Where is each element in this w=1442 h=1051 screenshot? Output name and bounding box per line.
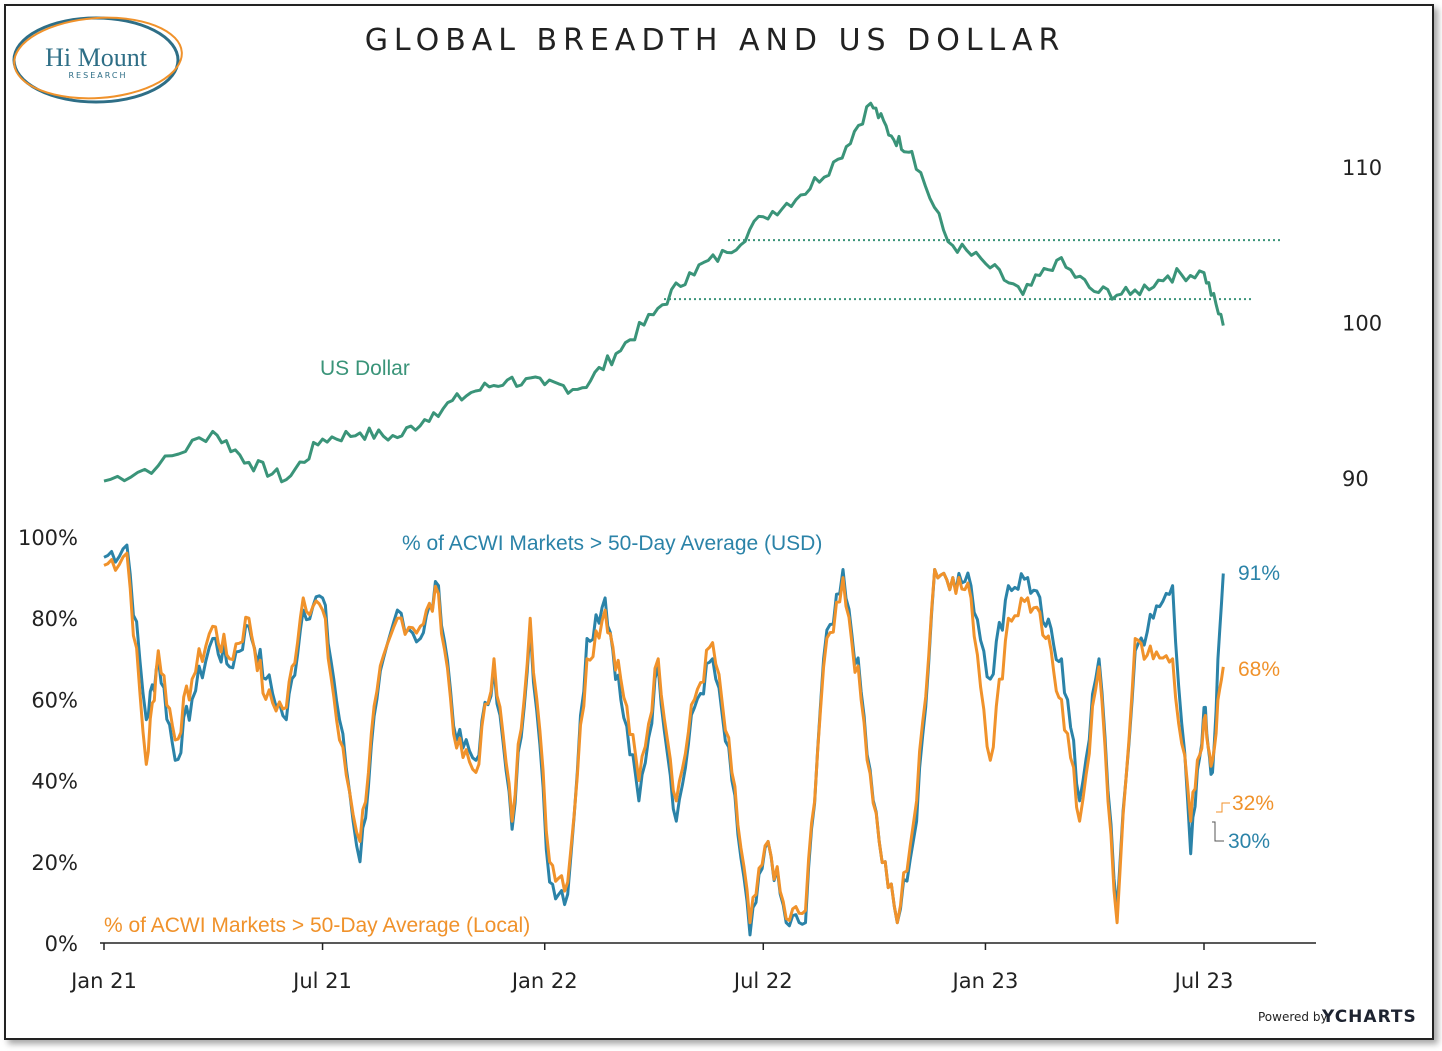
breadth-y-tick-label: 100% [18,526,78,550]
logo-name: Hi Mount [45,43,148,72]
usd-breadth-series-label: % of ACWI Markets > 50-Day Average (USD) [402,532,822,555]
dollar-y-axis-ticks: 110 100 90 [1342,156,1382,491]
ycharts-brand: YCHARTS [1321,1007,1417,1027]
powered-by-text: Powered by [1258,1010,1328,1024]
breadth-y-tick-label: 40% [31,770,78,794]
dollar-y-tick-label: 90 [1342,467,1369,491]
local-end-value-label: 68% [1238,658,1280,681]
usd-breadth-series-line [103,543,1225,937]
dollar-y-tick-label: 110 [1342,156,1382,180]
x-tick-label: Jul 22 [732,969,793,993]
local-min-value-label: 32% [1232,792,1274,815]
logo-ring-outer [13,16,183,100]
local-breadth-series-line [103,551,1225,925]
usd-min-leader [1212,821,1224,842]
breadth-y-tick-label: 20% [31,851,78,875]
local-min-leader [1216,802,1230,813]
breadth-y-tick-label: 0% [45,932,78,956]
usd-end-value-label: 91% [1238,562,1280,585]
us-dollar-series-line [103,101,1225,484]
x-tick-label: Jan 22 [510,969,578,993]
breadth-y-tick-label: 80% [31,607,78,631]
x-tick-label: Jan 23 [951,969,1019,993]
us-dollar-series-label: US Dollar [320,357,410,380]
x-tick-label: Jul 23 [1173,969,1234,993]
hi-mount-logo: Hi Mount RESEARCH [12,16,183,104]
breadth-y-axis-ticks: 100% 80% 60% 40% 20% 0% [18,526,78,956]
chart-frame [4,4,1434,1040]
dollar-y-tick-label: 100 [1342,312,1382,336]
x-tick-label: Jul 21 [291,969,352,993]
breadth-y-tick-label: 60% [31,688,78,712]
logo-subtext: RESEARCH [69,71,128,80]
usd-min-value-label: 30% [1228,830,1270,853]
breadth-x-axis-ticks: Jan 21 Jul 21 Jan 22 Jul 22 Jan 23 Jul 23 [69,943,1233,993]
local-breadth-series-label: % of ACWI Markets > 50-Day Average (Loca… [104,914,530,937]
dollar-reference-lines [664,239,1280,301]
x-tick-label: Jan 21 [69,969,137,993]
chart-title: GLOBAL BREADTH AND US DOLLAR [365,23,1066,58]
